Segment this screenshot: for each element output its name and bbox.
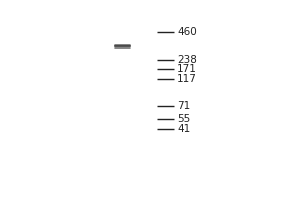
Text: 238: 238 xyxy=(177,55,197,65)
Text: 71: 71 xyxy=(177,101,190,111)
Text: 41: 41 xyxy=(177,124,190,134)
Text: 117: 117 xyxy=(177,74,197,84)
Text: 460: 460 xyxy=(177,27,197,37)
Text: 171: 171 xyxy=(177,64,197,74)
Text: 55: 55 xyxy=(177,114,190,124)
